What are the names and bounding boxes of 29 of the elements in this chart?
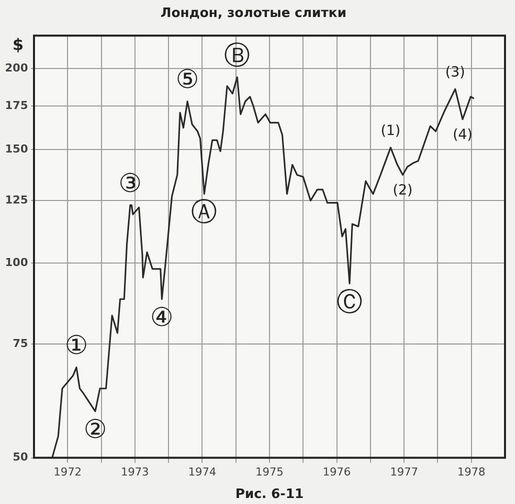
x-tick-label: 1975 — [256, 465, 284, 478]
annotation: (3) — [445, 64, 466, 81]
chart-title: Лондон, золотые слитки — [160, 6, 346, 22]
annotation: (2) — [392, 182, 413, 199]
y-tick-label: 50 — [12, 450, 28, 464]
annotation: ③ — [118, 168, 142, 199]
text: Рис. 6-11 — [235, 487, 304, 502]
y-axis-title: $ — [12, 34, 24, 54]
x-tick-label: 1976 — [322, 465, 351, 478]
annotation: Ⓐ — [191, 198, 218, 228]
x-tick-label: 1978 — [457, 465, 486, 478]
x-tick-label: 1974 — [188, 465, 216, 478]
x-tick-label: 1973 — [120, 465, 149, 478]
annotation: Ⓒ — [336, 287, 363, 318]
y-tick-label: 125 — [5, 193, 28, 206]
x-tick-label: 1977 — [390, 465, 418, 478]
annotation: ① — [64, 331, 88, 362]
annotation: ② — [84, 415, 107, 446]
y-tick-label: 100 — [5, 256, 28, 270]
annotation: Ⓑ — [224, 40, 250, 71]
annotation: (4) — [452, 126, 473, 143]
annotation: ⑤ — [176, 65, 200, 96]
x-tick-label: 1972 — [54, 465, 82, 478]
y-tick-label: 75 — [12, 336, 28, 350]
annotation: ④ — [150, 302, 174, 333]
y-tick-label: 200 — [5, 62, 28, 75]
y-tick-label: 175 — [5, 99, 28, 112]
y-tick-label: 150 — [5, 142, 28, 156]
annotation: (1) — [380, 123, 401, 140]
